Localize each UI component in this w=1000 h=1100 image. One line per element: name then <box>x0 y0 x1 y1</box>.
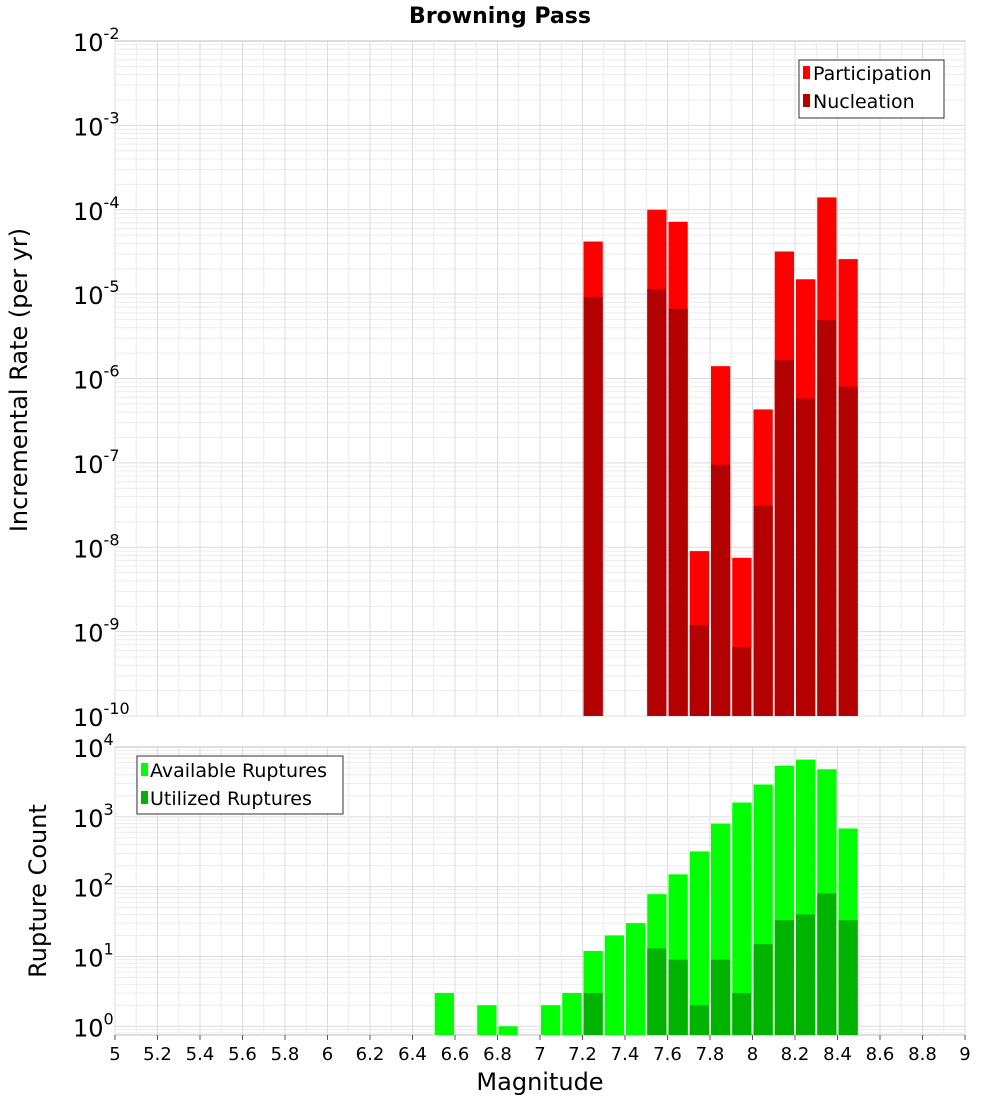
bar-nucleation <box>732 647 752 716</box>
rupture-count-plot: 100 101 102 103 104 5 5.2 5.4 5.6 5.8 6 6.2 6.4 6.6 6… <box>24 730 971 1096</box>
y-tick-label: 100 <box>73 1009 114 1042</box>
x-tick-label: 5.4 <box>186 1044 215 1065</box>
top-y-ticks: 10-10 10-9 10-8 10-7 10-6 10-5 10-4 10-3 10-2 <box>73 24 130 732</box>
y-tick-label: 103 <box>73 800 114 833</box>
participation-nucleation-plot: 10-10 10-9 10-8 10-7 10-6 10-5 10-4 10-3 10-2 In… <box>5 24 966 732</box>
bar-available-ruptures <box>604 935 624 1035</box>
x-tick-label: 8.8 <box>908 1044 937 1065</box>
x-tick-label: 7 <box>534 1044 545 1065</box>
bottom-y-axis-label: Rupture Count <box>24 804 52 978</box>
x-tick-label: 6.8 <box>483 1044 512 1065</box>
bar-nucleation <box>668 308 688 716</box>
x-tick-label: 8.6 <box>866 1044 895 1065</box>
y-tick-label: 10-9 <box>73 615 120 648</box>
y-tick-label: 10-8 <box>73 530 120 563</box>
bar-available-ruptures <box>689 851 709 1035</box>
x-tick-label: 8 <box>747 1044 758 1065</box>
y-tick-label: 10-4 <box>73 193 120 226</box>
legend-swatch-participation <box>803 66 810 79</box>
bar-available-ruptures <box>732 802 752 1035</box>
bar-utilized-ruptures <box>711 959 731 1035</box>
y-tick-label: 101 <box>73 939 114 972</box>
bottom-legend: Available Ruptures Utilized Ruptures <box>136 755 344 815</box>
bar-nucleation <box>647 289 667 716</box>
y-tick-label: 104 <box>73 730 114 763</box>
x-tick-label: 5 <box>109 1044 120 1065</box>
bar-available-ruptures <box>498 1026 518 1035</box>
bar-nucleation <box>753 505 773 716</box>
bar-utilized-ruptures <box>817 893 837 1035</box>
bar-available-ruptures <box>626 923 646 1035</box>
bar-nucleation <box>838 386 858 716</box>
bar-utilized-ruptures <box>838 920 858 1035</box>
bar-nucleation <box>774 360 794 716</box>
top-y-axis-label: Incremental Rate (per yr) <box>5 228 33 532</box>
x-tick-label: 7.6 <box>653 1044 682 1065</box>
y-tick-label: 102 <box>73 870 114 903</box>
bar-available-ruptures <box>434 992 454 1035</box>
y-tick-label: 10-6 <box>73 362 120 395</box>
x-tick-label: 9 <box>959 1044 970 1065</box>
legend-swatch-available <box>141 763 148 776</box>
bar-utilized-ruptures <box>689 1005 709 1035</box>
x-tick-label: 6.4 <box>398 1044 427 1065</box>
x-tick-label: 5.6 <box>228 1044 257 1065</box>
bottom-legend-box <box>136 755 344 815</box>
legend-label-participation: Participation <box>813 63 932 85</box>
y-tick-label: 10-5 <box>73 277 120 310</box>
legend-label-nucleation: Nucleation <box>813 91 915 113</box>
chart-title: Browning Pass <box>409 4 591 29</box>
bar-utilized-ruptures <box>668 959 688 1035</box>
bar-utilized-ruptures <box>647 948 667 1035</box>
legend-label-utilized: Utilized Ruptures <box>150 788 312 810</box>
x-tick-label: 8.4 <box>823 1044 852 1065</box>
y-tick-label: 10-3 <box>73 108 120 141</box>
y-tick-label: 10-10 <box>73 699 130 732</box>
top-grid <box>114 41 966 717</box>
legend-label-available: Available Ruptures <box>150 760 327 782</box>
bar-available-ruptures <box>541 1005 561 1035</box>
top-bars <box>583 197 858 717</box>
bar-utilized-ruptures <box>796 914 816 1035</box>
x-tick-label: 5.2 <box>143 1044 172 1065</box>
bar-nucleation <box>817 320 837 716</box>
bar-utilized-ruptures <box>583 992 603 1035</box>
bar-available-ruptures <box>477 1005 497 1035</box>
bar-utilized-ruptures <box>774 920 794 1035</box>
bottom-bars <box>434 759 858 1035</box>
x-tick-label: 7.8 <box>696 1044 725 1065</box>
bar-nucleation <box>583 297 603 716</box>
x-tick-label: 5.8 <box>271 1044 300 1065</box>
x-tick-label: 7.4 <box>611 1044 640 1065</box>
y-tick-label: 10-2 <box>73 24 120 57</box>
x-tick-label: 6.6 <box>441 1044 470 1065</box>
x-axis-label: Magnitude <box>476 1068 603 1096</box>
y-tick-label: 10-7 <box>73 446 120 479</box>
bar-utilized-ruptures <box>753 944 773 1035</box>
top-legend-box <box>798 59 945 119</box>
top-legend: Participation Nucleation <box>798 59 945 119</box>
legend-swatch-utilized <box>141 791 148 804</box>
x-tick-label: 6 <box>322 1044 333 1065</box>
bottom-y-ticks: 100 101 102 103 104 <box>73 730 114 1042</box>
x-tick-label: 6.2 <box>356 1044 385 1065</box>
legend-swatch-nucleation <box>803 94 810 107</box>
x-tick-label: 7.2 <box>568 1044 597 1065</box>
bar-available-ruptures <box>562 992 582 1035</box>
bottom-x-ticks: 5 5.2 5.4 5.6 5.8 6 6.2 6.4 6.6 6.8 7 7.2 7.4 7.6 7.8 8… <box>109 1035 971 1065</box>
bar-nucleation <box>796 398 816 716</box>
bar-utilized-ruptures <box>732 992 752 1035</box>
x-tick-label: 8.2 <box>781 1044 810 1065</box>
bar-nucleation <box>711 464 731 716</box>
bar-nucleation <box>689 624 709 716</box>
